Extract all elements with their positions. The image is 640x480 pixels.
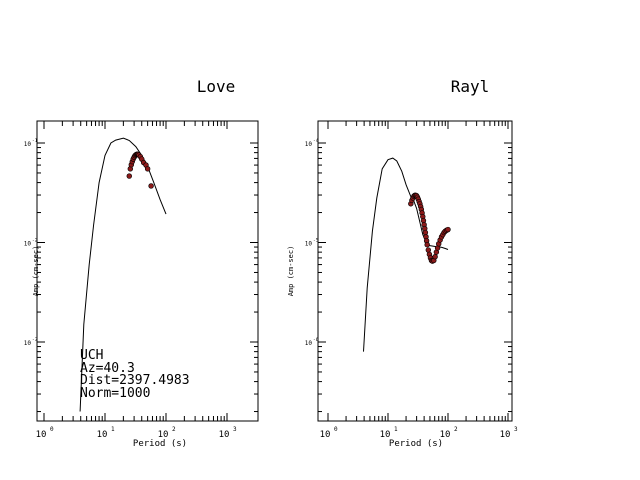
- y-tick-exponent: -3: [32, 337, 38, 343]
- y-tick-label: 10: [305, 141, 313, 148]
- x-tick-exponent: 1: [394, 426, 398, 433]
- x-tick-exponent: 3: [514, 426, 518, 433]
- y-tick-label: 10: [24, 141, 32, 148]
- observed-point: [148, 183, 154, 189]
- observed-point: [126, 173, 132, 179]
- love-title: Love: [197, 77, 236, 96]
- y-tick-exponent: -6: [313, 337, 319, 343]
- y-tick-exponent: -2: [32, 238, 38, 244]
- love-y-axis-label: Amp (cm-sec): [32, 246, 40, 297]
- observed-point: [424, 242, 430, 248]
- x-tick-exponent: 2: [172, 426, 176, 433]
- y-tick-exponent: -5: [313, 238, 319, 244]
- rayl-y-axis-label: Amp (cm-sec): [287, 246, 295, 297]
- x-tick-exponent: 0: [334, 426, 338, 433]
- x-tick-label: 10: [36, 430, 47, 440]
- azimuth: Az=40.3: [80, 361, 135, 376]
- x-tick-label: 10: [440, 430, 451, 440]
- y-tick-label: 10: [24, 340, 32, 347]
- x-tick-exponent: 3: [233, 426, 237, 433]
- rayl-title: Rayl: [451, 77, 490, 96]
- observed-point: [432, 253, 438, 260]
- x-tick-label: 10: [380, 430, 391, 440]
- observed-point: [422, 229, 429, 236]
- observed-point: [425, 247, 432, 253]
- y-tick-label: 10: [305, 340, 313, 347]
- love-station-info: UCH Az=40.3 Dist=2397.4983 Norm=1000: [80, 348, 190, 401]
- x-tick-exponent: 1: [111, 426, 115, 433]
- distance: Dist=2397.4983: [80, 373, 190, 388]
- x-tick-exponent: 0: [50, 426, 54, 433]
- observed-point: [445, 226, 451, 233]
- norm: Norm=1000: [80, 386, 150, 401]
- x-tick-label: 10: [500, 430, 511, 440]
- love-data: [79, 137, 167, 412]
- model-curve: [79, 137, 167, 412]
- y-tick-exponent: -4: [313, 138, 319, 144]
- love-x-axis-label: Period (s): [133, 439, 187, 449]
- y-tick-label: 10: [24, 241, 32, 248]
- rayl-x-axis-label: Period (s): [389, 439, 443, 449]
- station-code: UCH: [80, 348, 103, 363]
- rayl-plot-frame: [317, 120, 513, 422]
- observed-point: [144, 166, 151, 172]
- y-tick-label: 10: [305, 241, 313, 248]
- x-tick-label: 10: [219, 430, 230, 440]
- rayl-data: [363, 157, 451, 352]
- x-tick-label: 10: [320, 430, 331, 440]
- y-tick-exponent: -1: [32, 138, 38, 144]
- x-tick-exponent: 2: [454, 426, 458, 433]
- x-tick-label: 10: [158, 430, 169, 440]
- x-tick-label: 10: [97, 430, 108, 440]
